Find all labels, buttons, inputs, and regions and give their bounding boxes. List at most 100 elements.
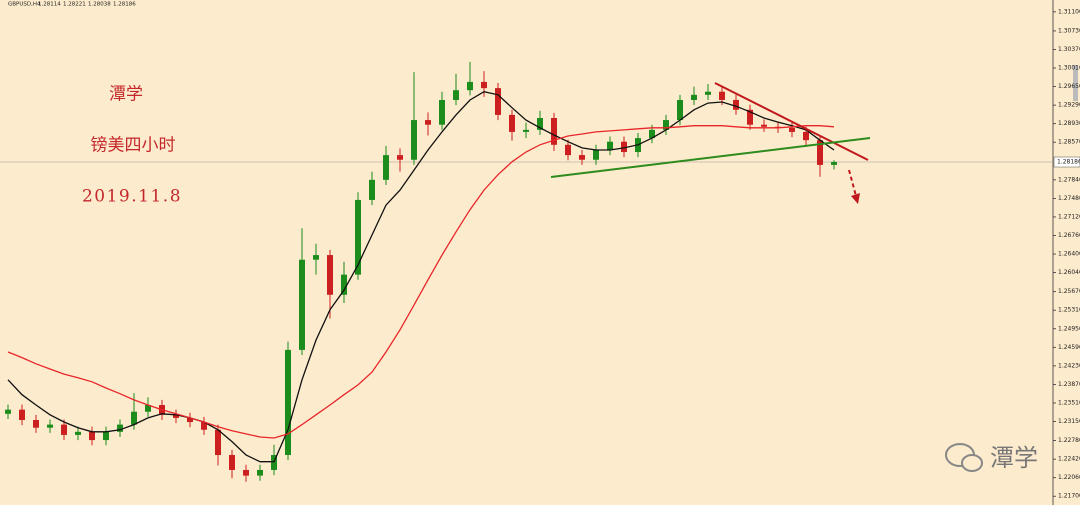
candle-body (75, 431, 81, 435)
candle-body (271, 455, 277, 470)
plot (0, 61, 1053, 482)
y-tick-label: 1.26760 (1058, 232, 1080, 239)
candle-body (187, 417, 193, 423)
candle-body (355, 199, 361, 275)
candle-body (173, 414, 179, 418)
candle-body (719, 91, 725, 100)
candle-body (117, 424, 123, 432)
candle-body (705, 91, 711, 95)
current-price-box (1053, 156, 1080, 168)
candle-body (467, 81, 473, 91)
y-tick-label: 1.24590 (1058, 344, 1080, 351)
y-tick-label: 1.30730 (1058, 27, 1080, 34)
y-tick-label: 1.27120 (1058, 213, 1080, 220)
y-tick-label: 1.31100 (1058, 8, 1080, 15)
candle-body (537, 118, 543, 130)
candle-body (145, 405, 151, 412)
candle-body (621, 141, 627, 153)
candle-body (789, 127, 795, 132)
header-values: 1.28114 1.28221 1.28038 1.28186 (38, 2, 136, 8)
candle-body (481, 81, 487, 89)
y-tick-label: 1.22780 (1058, 437, 1080, 444)
candle-body (5, 409, 11, 414)
candle-body (663, 120, 669, 130)
candle-body (761, 124, 767, 127)
candle-body (551, 118, 557, 145)
y-tick-label: 1.21700 (1058, 493, 1080, 500)
candle-body (243, 469, 249, 476)
y-tick-label: 1.26400 (1058, 251, 1080, 258)
annotation: 2019.11.8 (82, 187, 182, 207)
y-tick-label: 1.28570 (1058, 139, 1080, 146)
moving-average (7, 91, 835, 463)
y-tick-label: 1.23510 (1058, 399, 1080, 406)
candle-body (593, 149, 599, 160)
candle-body (439, 99, 445, 125)
candle-body (61, 424, 67, 435)
moving-average (7, 125, 835, 439)
y-tick-label: 1.24950 (1058, 325, 1080, 332)
y-tick-label: 1.29650 (1058, 83, 1080, 90)
y-tick-label: 1.25310 (1058, 307, 1080, 314)
arrow-head (851, 193, 860, 204)
y-tick-label: 1.25670 (1058, 288, 1080, 295)
candle-body (649, 129, 655, 139)
candle-body (369, 179, 375, 200)
candle-body (215, 429, 221, 456)
header-value: 1.28038 (88, 2, 111, 8)
candle-body (425, 120, 431, 125)
candle-body (47, 424, 53, 428)
header-value: 1.28114 (38, 2, 61, 8)
candle-body (327, 255, 333, 295)
header-value: 1.28186 (113, 2, 136, 8)
y-tick-label: 1.26040 (1058, 269, 1080, 276)
candle-body (397, 155, 403, 160)
arrow (848, 169, 857, 197)
candle-body (285, 349, 291, 456)
candle-body (579, 155, 585, 160)
candle-body (313, 255, 319, 260)
candle-body (299, 259, 305, 350)
candle-body (103, 431, 109, 441)
wechat-icon (945, 443, 983, 472)
candle-body (201, 422, 207, 430)
candle-body (523, 129, 529, 132)
candle-body (19, 409, 25, 420)
candle-body (411, 120, 417, 160)
y-tick-label: 1.27480 (1058, 195, 1080, 202)
candle-body (733, 99, 739, 110)
y-tick-label: 1.24230 (1058, 362, 1080, 369)
watermark: 潭学 (990, 444, 1038, 472)
annotation: 潭学 (109, 85, 143, 105)
y-tick-label: 1.27840 (1058, 176, 1080, 183)
candle-body (131, 411, 137, 425)
candle-body (341, 274, 347, 295)
candle-body (453, 90, 459, 100)
candle-body (257, 469, 263, 476)
y-tick-label: 1.23870 (1058, 381, 1080, 388)
y-tick-label: 1.22060 (1058, 474, 1080, 481)
candle-body (229, 455, 235, 470)
trend-line (714, 82, 869, 161)
y-tick-label: 1.30370 (1058, 46, 1080, 53)
trend-line (550, 137, 871, 178)
annotation: 镑美四小时 (91, 136, 176, 156)
candle-body (691, 94, 697, 100)
scrollbar (1073, 65, 1078, 101)
candle-body (803, 131, 809, 141)
candle-body (565, 144, 571, 156)
candle-body (607, 141, 613, 150)
candle-body (831, 162, 837, 165)
candle-body (677, 99, 683, 121)
candle-body (509, 114, 515, 132)
candle-body (89, 431, 95, 441)
current-price-label: 1.28186 (1057, 159, 1080, 166)
header-value: 1.28221 (63, 2, 86, 8)
candle-body (495, 88, 501, 115)
candle-body (383, 155, 389, 180)
symbol: GBPUSD,H4 (8, 2, 41, 8)
y-tick-label: 1.28930 (1058, 120, 1080, 127)
